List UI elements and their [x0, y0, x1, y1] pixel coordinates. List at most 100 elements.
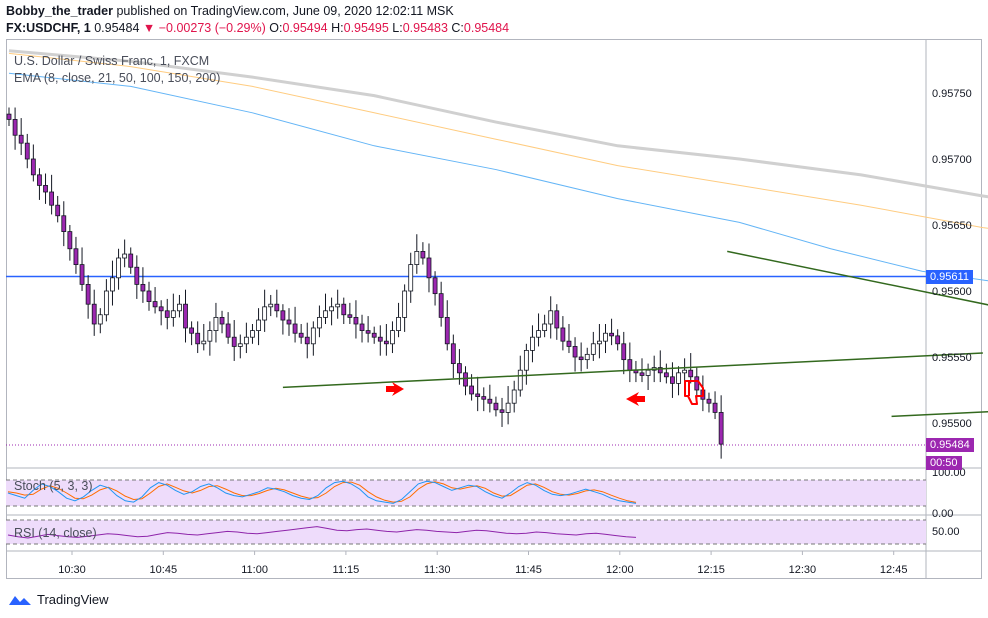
candle-down: [85, 283, 91, 305]
candle-down: [189, 327, 195, 334]
time-tick-label: 12:00: [606, 564, 634, 576]
candle-down: [371, 332, 377, 338]
candle-down: [481, 396, 487, 400]
brand-label: TradingView: [37, 592, 109, 607]
candle-down: [450, 343, 456, 364]
trendlines[interactable]: [282, 250, 988, 418]
arrow-right-annotation[interactable]: [386, 382, 404, 396]
candle-up: [310, 327, 316, 345]
thumbs-down-icon[interactable]: [684, 380, 704, 405]
ema-legend[interactable]: EMA (8, close, 21, 50, 100, 150, 200): [14, 71, 221, 85]
candle-down: [79, 264, 85, 285]
author-name[interactable]: Bobby_the_trader: [6, 4, 113, 18]
candle-down: [286, 319, 292, 325]
candle-up: [517, 369, 523, 391]
candle-up: [402, 290, 408, 318]
candle-down: [359, 323, 365, 331]
close-value: 0.95484: [463, 21, 510, 35]
candle-up: [122, 253, 128, 259]
open-value: 0.95494: [282, 21, 328, 35]
candle-down: [341, 303, 347, 316]
price-tick-label: 0.95700: [932, 154, 972, 166]
candle-down: [463, 372, 468, 387]
candle-down: [158, 306, 164, 312]
candle-down: [37, 174, 42, 186]
candle-down: [274, 303, 280, 312]
ema-line: [8, 72, 988, 282]
candle-down: [6, 113, 12, 120]
candle-down: [280, 310, 286, 321]
candle-down: [353, 316, 359, 325]
time-tick-label: 11:30: [424, 564, 451, 576]
candle-down: [292, 323, 298, 334]
ema-line: [8, 49, 988, 199]
candle-up: [603, 332, 608, 342]
stoch-legend[interactable]: Stoch (5, 3, 3): [14, 479, 93, 493]
candle-down: [609, 332, 614, 337]
candle-down: [219, 316, 225, 325]
candle-down: [657, 367, 663, 374]
candle-down: [475, 393, 481, 397]
candle-up: [335, 303, 341, 308]
candle-down: [444, 316, 450, 345]
candle-down: [493, 402, 499, 411]
candle-up: [530, 336, 535, 351]
ema-line: [8, 52, 988, 229]
candle-down: [134, 266, 140, 285]
low-label: L:: [392, 21, 403, 35]
publish-info: Bobby_the_trader published on TradingVie…: [6, 4, 454, 18]
candle-up: [645, 369, 651, 376]
candle-up: [243, 336, 249, 345]
candle-down: [694, 376, 700, 391]
candle-up: [323, 310, 328, 318]
candle-up: [590, 343, 596, 355]
candle-down: [639, 372, 645, 376]
rsi-line: [7, 526, 637, 539]
low-value: 0.95483: [402, 21, 448, 35]
candle-down: [43, 184, 48, 193]
candle-down: [712, 402, 718, 413]
candle-down: [621, 343, 627, 361]
time-axis[interactable]: 10:30 10:45 11:00 11:15 11:30 11:45 12:00 12:15…: [58, 551, 907, 576]
price-tick-label: 0.95550: [932, 352, 972, 364]
rsi-legend[interactable]: RSI (14, close): [14, 526, 97, 540]
candle-down: [670, 376, 675, 384]
countdown-tag: 00:50: [926, 456, 962, 470]
candle-down: [688, 369, 694, 378]
price-tick-label: 0.95750: [932, 88, 972, 100]
chart-frame: [6, 39, 982, 579]
candle-up: [317, 316, 322, 329]
time-tick-label: 11:00: [241, 564, 268, 576]
candle-down: [195, 332, 201, 345]
candle-down: [225, 323, 231, 338]
candle-up: [414, 250, 420, 265]
rsi-line: [7, 526, 637, 539]
time-tick-label: 12:30: [789, 564, 817, 576]
candle-up: [329, 306, 334, 312]
candle-down: [128, 253, 134, 268]
candle-down: [457, 363, 462, 374]
price-axis[interactable]: 0.95750 0.95700 0.95650 0.95600 0.95550 0.955…: [932, 88, 972, 430]
ema-lines: [8, 49, 988, 282]
candle-down: [365, 330, 371, 334]
candle-up: [97, 314, 103, 325]
candle-down: [718, 412, 724, 445]
candle-down: [377, 336, 383, 342]
candle-down: [73, 248, 79, 265]
candle-down: [578, 356, 584, 361]
tradingview-footer[interactable]: TradingView: [8, 592, 109, 607]
candle-down: [183, 303, 188, 329]
last-price: 0.95484: [94, 21, 140, 35]
arrow-left-annotation[interactable]: [626, 392, 645, 406]
candle-down: [560, 327, 566, 342]
candle-down: [554, 310, 560, 329]
rsi-band: [6, 520, 926, 544]
price-tick-label: 0.95600: [932, 286, 972, 298]
instrument-legend[interactable]: U.S. Dollar / Swiss Franc, 1, FXCM: [14, 54, 210, 68]
publish-text: published on TradingView.com, June 09, 2…: [116, 4, 454, 18]
candle-up: [110, 277, 115, 292]
time-tick-label: 12:15: [697, 564, 725, 576]
candle-up: [584, 353, 590, 361]
candle-down: [706, 398, 712, 404]
